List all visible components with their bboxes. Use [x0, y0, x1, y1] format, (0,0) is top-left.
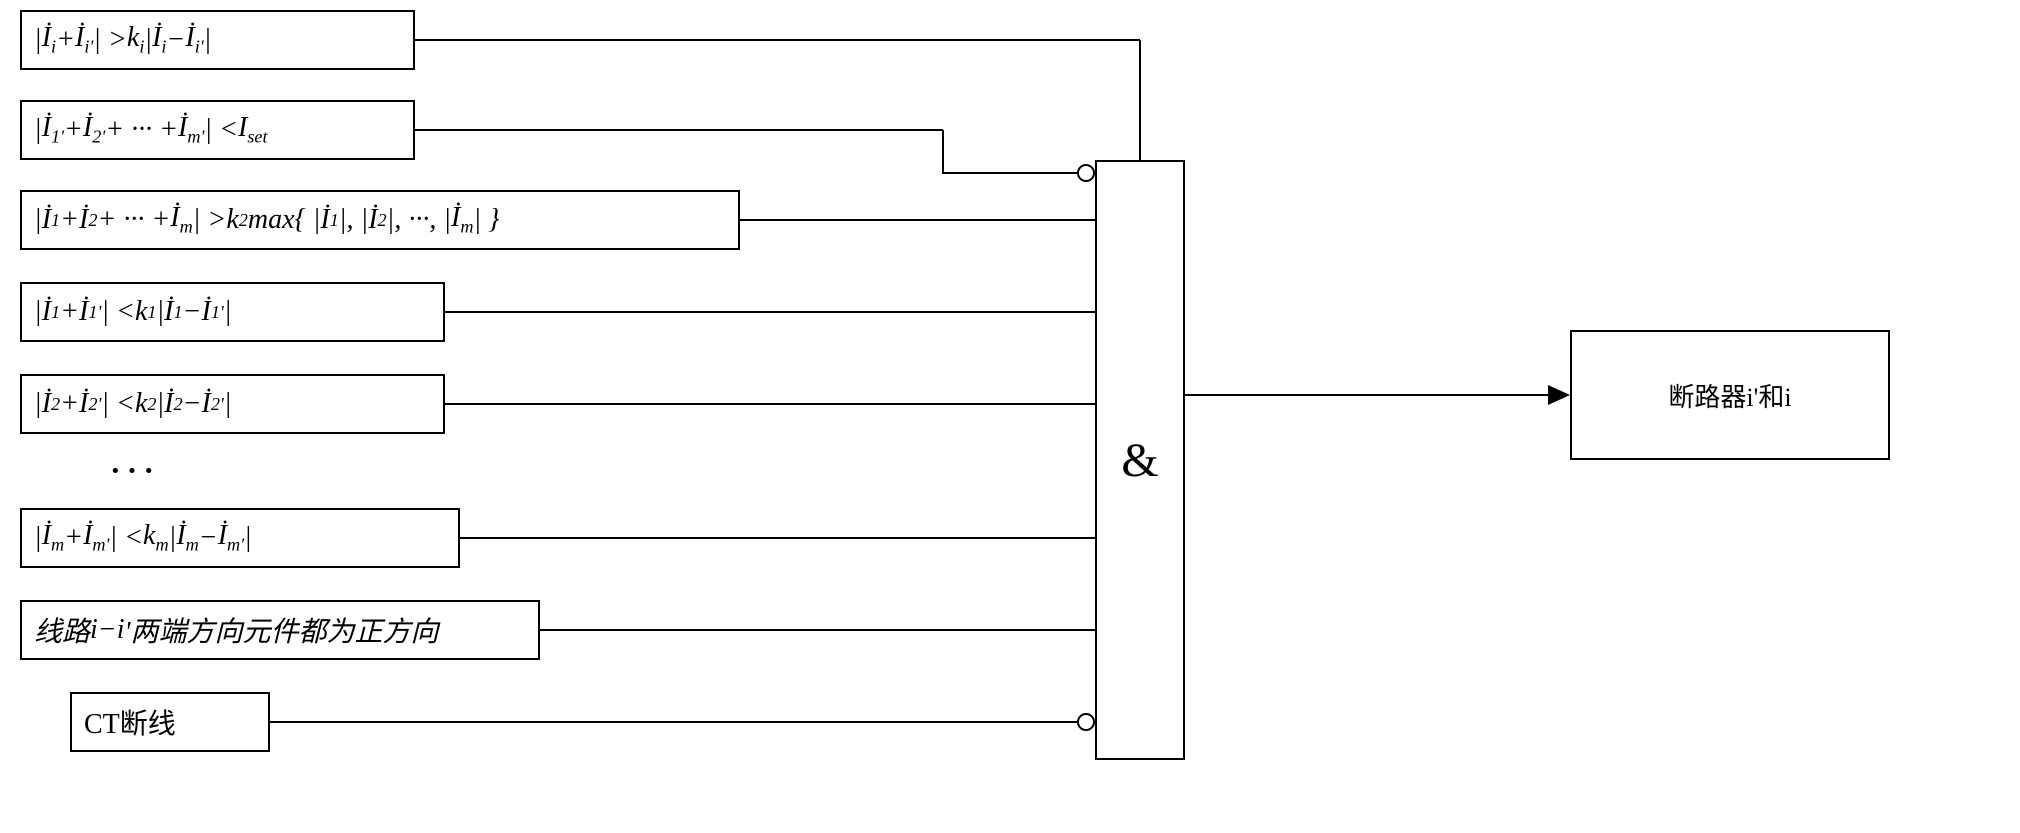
- invert-bubble-c2: [1077, 164, 1095, 182]
- wire-c2-v: [942, 130, 944, 174]
- wire-c3: [740, 219, 1095, 221]
- and-gate: &: [1095, 160, 1185, 760]
- condition-c3: |İ1 + İ2 + ··· + İm| > k2 max{ |İ1|, |İ2…: [20, 190, 740, 250]
- wire-c2-h2: [943, 172, 1077, 174]
- invert-bubble-c8: [1077, 713, 1095, 731]
- wire-c6: [460, 537, 1095, 539]
- condition-c7: 线路i−i'两端方向元件都为正方向: [20, 600, 540, 660]
- ellipsis: ···: [110, 452, 160, 489]
- wire-c5: [445, 403, 1095, 405]
- wire-c4: [445, 311, 1095, 313]
- wire-c1-h: [415, 39, 1140, 41]
- arrowhead-output: [1548, 383, 1570, 407]
- wire-c2-h1: [415, 129, 943, 131]
- output-box: 断路器i'和i: [1570, 330, 1890, 460]
- condition-c2: |İ1' + İ2' + ··· + İm'| < Iset: [20, 100, 415, 160]
- condition-c6: |İm + İm'| < km |İm − İm'|: [20, 508, 460, 568]
- condition-c4: |İ1 + İ1'| < k1 |İ1 − İ1'|: [20, 282, 445, 342]
- condition-c8: CT断线: [70, 692, 270, 752]
- wire-output: [1185, 394, 1552, 396]
- wire-c1-v: [1139, 40, 1141, 160]
- condition-c1: |İi + İi'| > ki |İi − İi'|: [20, 10, 415, 70]
- wire-c7: [540, 629, 1095, 631]
- condition-c5: |İ2 + İ2'| < k2 |İ2 − İ2'|: [20, 374, 445, 434]
- wire-c8: [270, 721, 1077, 723]
